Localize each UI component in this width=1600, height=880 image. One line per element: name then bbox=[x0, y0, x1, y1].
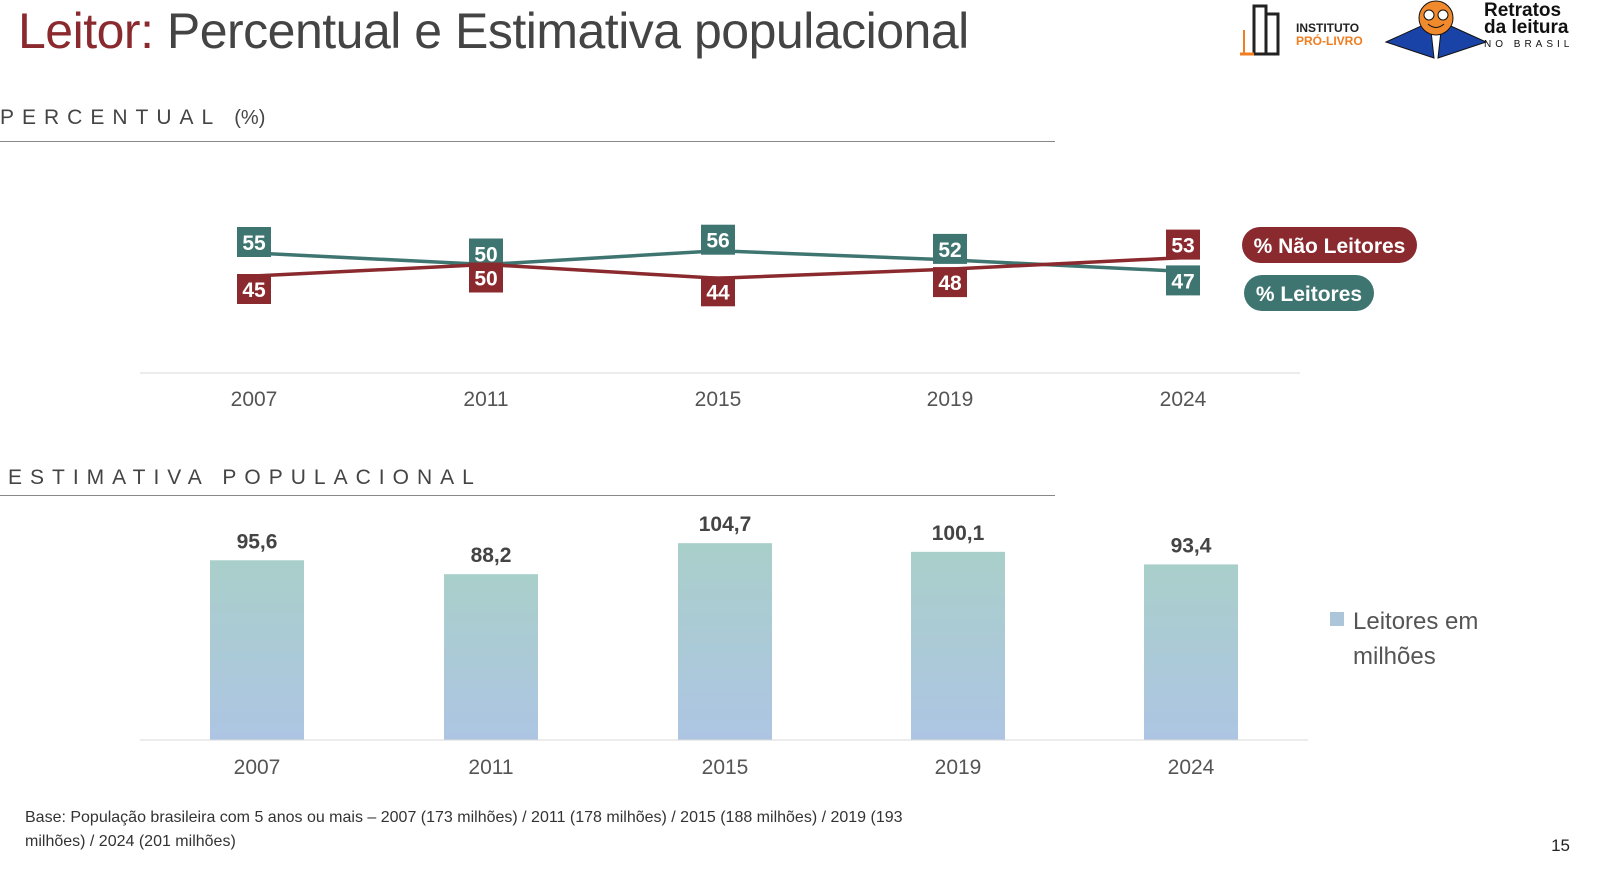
legend-label: Leitores em bbox=[1353, 608, 1478, 635]
data-label-box bbox=[933, 267, 967, 298]
page-title: Leitor: Percentual e Estimativa populaci… bbox=[18, 2, 969, 60]
logo-text: Retratos bbox=[1484, 0, 1562, 21]
data-label: 55 bbox=[242, 232, 266, 255]
x-tick-label: 2007 bbox=[234, 756, 281, 779]
bar-data-label: 104,7 bbox=[699, 513, 752, 536]
legend-swatch bbox=[1330, 612, 1344, 626]
legend-label: % Leitores bbox=[1256, 283, 1362, 306]
data-label: 50 bbox=[474, 268, 497, 291]
bar bbox=[444, 574, 538, 740]
data-label: 52 bbox=[938, 239, 961, 262]
divider bbox=[0, 495, 1055, 496]
legend-pill bbox=[1244, 275, 1374, 311]
bar bbox=[678, 543, 772, 740]
bar-data-label: 93,4 bbox=[1171, 534, 1212, 557]
data-label: 45 bbox=[242, 279, 266, 302]
bar bbox=[210, 560, 304, 740]
page-number: 15 bbox=[1551, 836, 1570, 855]
legend-label: % Não Leitores bbox=[1254, 235, 1406, 258]
logos: INSTITUTO PRÓ-LIVRO Retratos da leitura NO … bbox=[1232, 0, 1600, 62]
data-label-box bbox=[1166, 229, 1200, 260]
bar-data-label: 95,6 bbox=[237, 530, 278, 553]
data-label-box bbox=[701, 276, 735, 307]
title-accent: Leitor: bbox=[18, 3, 154, 59]
x-tick-label: 2007 bbox=[231, 388, 278, 411]
bar bbox=[911, 551, 1005, 740]
data-label-box bbox=[701, 224, 735, 255]
x-tick-label: 2019 bbox=[927, 388, 974, 411]
data-label: 56 bbox=[706, 230, 729, 253]
x-tick-label: 2015 bbox=[702, 756, 749, 779]
data-label: 47 bbox=[1171, 270, 1194, 293]
data-label: 53 bbox=[1171, 235, 1194, 258]
data-label-box bbox=[1166, 265, 1200, 296]
bar-data-label: 88,2 bbox=[471, 544, 512, 567]
logo-text: NO BRASIL bbox=[1484, 39, 1574, 50]
bar-data-label: 100,1 bbox=[932, 522, 985, 545]
books-logo-icon bbox=[1240, 4, 1280, 56]
bar bbox=[1144, 564, 1238, 740]
logo-text: INSTITUTO bbox=[1296, 21, 1360, 35]
data-label: 44 bbox=[706, 281, 730, 304]
x-tick-label: 2015 bbox=[695, 388, 742, 411]
title-rest: Percentual e Estimativa populacional bbox=[153, 3, 969, 59]
section-estimativa: ESTIMATIVA POPULACIONAL bbox=[8, 466, 482, 489]
data-label: 50 bbox=[474, 244, 497, 267]
legend-pill bbox=[1242, 227, 1417, 263]
data-label-box bbox=[933, 233, 967, 264]
x-tick-label: 2011 bbox=[468, 756, 513, 779]
x-tick-label: 2011 bbox=[463, 388, 508, 411]
data-label-box bbox=[237, 274, 271, 304]
x-tick-label: 2019 bbox=[935, 756, 982, 779]
section-label: PERCENTUAL bbox=[0, 106, 221, 129]
data-label: 48 bbox=[938, 272, 962, 295]
section-unit: (%) bbox=[234, 107, 266, 129]
section-percentual: PERCENTUAL (%) bbox=[0, 106, 265, 130]
legend-label: milhões bbox=[1353, 643, 1436, 670]
data-label-box bbox=[469, 262, 503, 293]
x-tick-label: 2024 bbox=[1160, 388, 1207, 411]
x-tick-label: 2024 bbox=[1168, 756, 1215, 779]
logo-text: PRÓ-LIVRO bbox=[1296, 34, 1363, 48]
logo-text: da leitura bbox=[1484, 17, 1569, 38]
retratos-da-leitura-logo: Retratos da leitura NO BRASIL bbox=[1484, 0, 1574, 53]
reading-face-logo-icon bbox=[1384, 0, 1488, 59]
data-label-box bbox=[237, 227, 271, 257]
divider bbox=[0, 141, 1055, 142]
footer-base-note: Base: População brasileira com 5 anos ou… bbox=[25, 809, 903, 850]
instituto-pro-livro-logo: INSTITUTO PRÓ-LIVRO bbox=[1296, 22, 1363, 48]
